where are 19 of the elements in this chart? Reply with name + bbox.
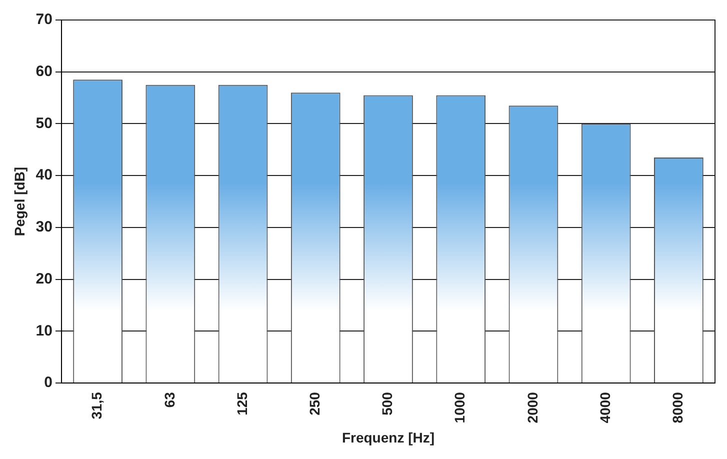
y-tick-label: 60 xyxy=(36,63,52,80)
y-tick-label: 20 xyxy=(36,270,52,288)
x-tick-label: 125 xyxy=(234,392,250,416)
y-tick-label: 40 xyxy=(36,166,52,184)
x-tick-label: 1000 xyxy=(452,392,468,424)
x-tick-label: 4000 xyxy=(596,392,613,424)
x-tick-label: 31,5 xyxy=(88,392,105,420)
y-tick-label: 0 xyxy=(44,374,52,392)
y-tick-label: 50 xyxy=(36,114,52,132)
x-tick-label: 8000 xyxy=(670,392,686,424)
y-tick-label: 70 xyxy=(36,11,52,28)
y-tick-label: 10 xyxy=(36,322,52,340)
x-tick-label: 2000 xyxy=(524,392,540,424)
y-tick-label: 30 xyxy=(36,218,52,236)
x-tick-label: 63 xyxy=(161,392,178,408)
y-axis-title: Pegel [dB] xyxy=(11,166,28,236)
x-tick-label: 500 xyxy=(379,392,396,416)
x-axis-title: Frequenz [Hz] xyxy=(342,429,435,446)
x-tick-label: 250 xyxy=(306,392,322,416)
